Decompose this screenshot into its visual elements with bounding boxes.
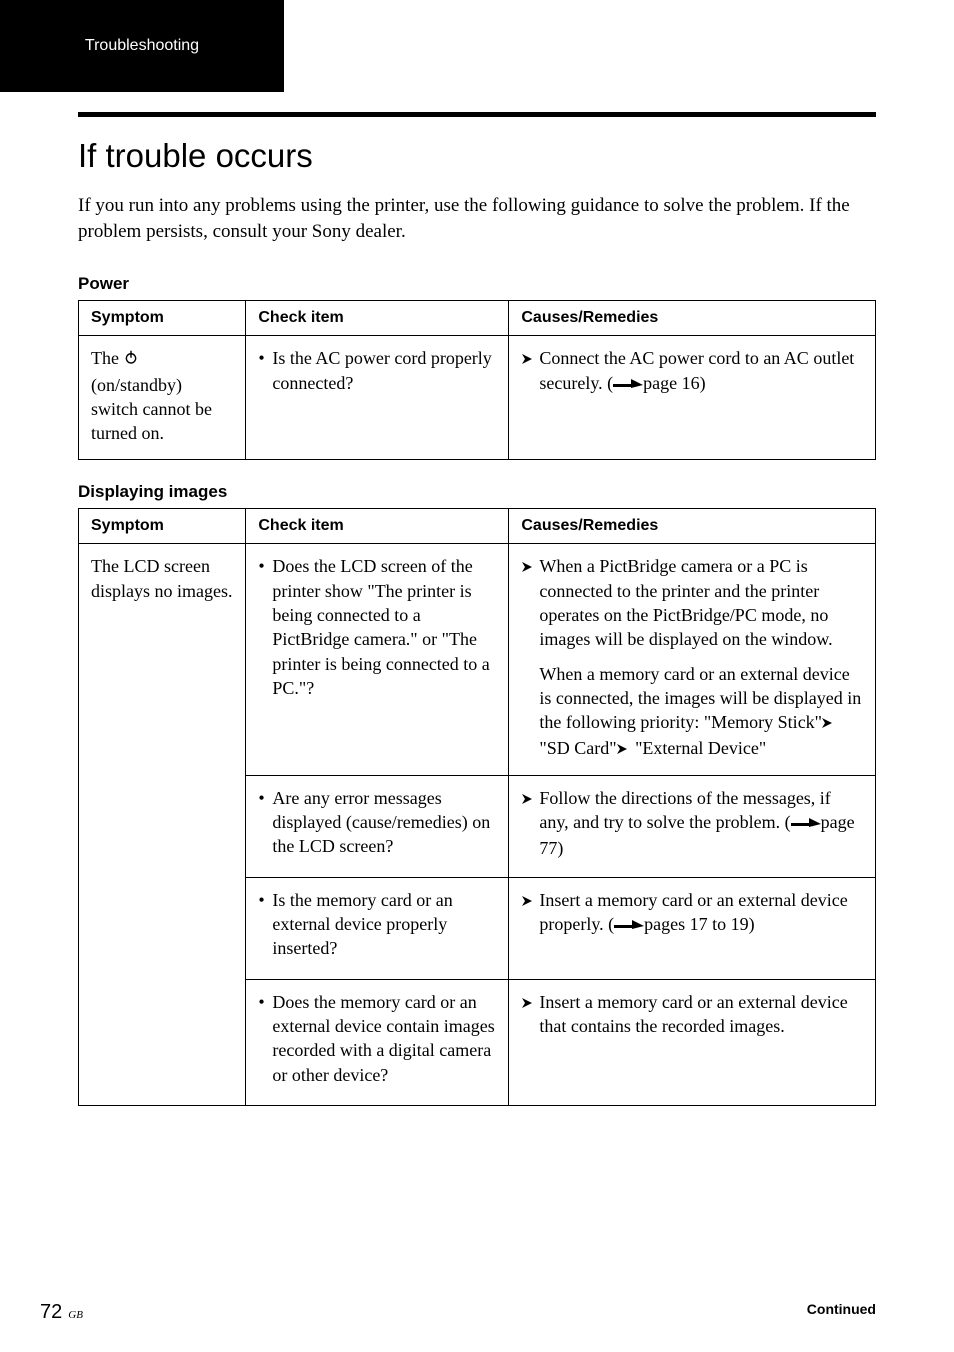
col-header-check: Check item: [246, 301, 509, 336]
page-title: If trouble occurs: [78, 137, 876, 175]
check-item: Does the memory card or an external devi…: [258, 990, 496, 1087]
remedy-text: When a PictBridge camera or a PC is conn…: [539, 554, 863, 651]
remedy-text: Connect the AC power cord to an AC outle…: [539, 346, 863, 397]
remedy-item: When a PictBridge camera or a PC is conn…: [521, 554, 863, 651]
remedy-arrow-icon: [521, 892, 535, 912]
table-row: The LCD screen displays no images.Does t…: [79, 544, 876, 775]
remedy-item: Insert a memory card or an external devi…: [521, 888, 863, 939]
remedy-arrow-icon: [521, 350, 535, 370]
divider: [78, 112, 876, 117]
col-header-remedies: Causes/Remedies: [509, 301, 876, 336]
remedy-arrow-icon: [521, 994, 535, 1014]
power-icon: [123, 348, 139, 372]
remedy-text: Follow the directions of the messages, i…: [539, 786, 863, 861]
remedy-text: Insert a memory card or an external devi…: [539, 990, 863, 1039]
remedy-arrow-icon: [521, 790, 535, 810]
page-ref-arrow-icon: [791, 812, 821, 836]
page-ref-arrow-icon: [613, 373, 643, 397]
troubleshooting-table: SymptomCheck itemCauses/Remedies The (on/…: [78, 300, 876, 460]
check-cell: Is the memory card or an external device…: [246, 877, 509, 979]
remedy-cell: Insert a memory card or an external devi…: [509, 877, 876, 979]
page-number-sublabel: GB: [68, 1309, 83, 1321]
col-header-check: Check item: [246, 509, 509, 544]
remedy-extra: When a memory card or an external device…: [521, 662, 863, 761]
intro-text: If you run into any problems using the p…: [78, 193, 876, 244]
page-ref-arrow-icon: [614, 914, 644, 938]
symptom-cell: The (on/standby) switch cannot be turned…: [79, 336, 246, 460]
continued-label: Continued: [807, 1301, 876, 1324]
menu-sequence-arrow-icon: [822, 711, 836, 735]
remedy-cell: Connect the AC power cord to an AC outle…: [509, 336, 876, 460]
menu-sequence-arrow-icon: [617, 737, 631, 761]
section-label: Displaying images: [78, 482, 876, 502]
header-band: Troubleshooting: [0, 0, 284, 92]
remedy-item: Follow the directions of the messages, i…: [521, 786, 863, 861]
section-label: Power: [78, 274, 876, 294]
remedy-cell: When a PictBridge camera or a PC is conn…: [509, 544, 876, 775]
remedy-item: Connect the AC power cord to an AC outle…: [521, 346, 863, 397]
col-header-symptom: Symptom: [79, 509, 246, 544]
check-cell: Are any error messages displayed (cause/…: [246, 775, 509, 877]
page-footer: 72 GB Continued: [0, 1301, 954, 1324]
remedy-item: Insert a memory card or an external devi…: [521, 990, 863, 1039]
remedy-cell: Insert a memory card or an external devi…: [509, 979, 876, 1105]
remedy-cell: Follow the directions of the messages, i…: [509, 775, 876, 877]
check-cell: Does the memory card or an external devi…: [246, 979, 509, 1105]
remedy-arrow-icon: [521, 558, 535, 578]
check-cell: Does the LCD screen of the printer show …: [246, 544, 509, 775]
symptom-cell: The LCD screen displays no images.: [79, 544, 246, 1105]
check-item: Is the memory card or an external device…: [258, 888, 496, 961]
remedy-text: Insert a memory card or an external devi…: [539, 888, 863, 939]
col-header-remedies: Causes/Remedies: [509, 509, 876, 544]
page-number: 72 GB: [40, 1301, 83, 1324]
col-header-symptom: Symptom: [79, 301, 246, 336]
header-band-text: Troubleshooting: [85, 37, 199, 55]
check-item: Are any error messages displayed (cause/…: [258, 786, 496, 859]
troubleshooting-table: SymptomCheck itemCauses/RemediesThe LCD …: [78, 508, 876, 1105]
check-item: Does the LCD screen of the printer show …: [258, 554, 496, 700]
page-number-value: 72: [40, 1301, 62, 1324]
check-cell: Is the AC power cord properly connected?: [246, 336, 509, 460]
table-row: The (on/standby) switch cannot be turned…: [79, 336, 876, 460]
check-item: Is the AC power cord properly connected?: [258, 346, 496, 395]
